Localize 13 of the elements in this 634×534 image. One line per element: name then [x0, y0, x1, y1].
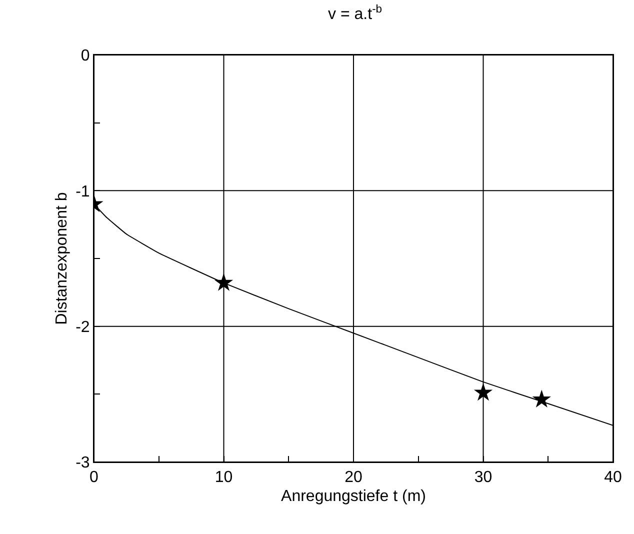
y-tick-label: -1: [76, 183, 90, 200]
y-tick-label: 0: [80, 48, 90, 65]
y-axis-title: Distanzexponent b: [53, 192, 70, 325]
point: [532, 390, 551, 408]
y-tick-label: -2: [76, 318, 90, 336]
x-tick-label: 20: [344, 469, 362, 486]
x-axis-title: Anregungstiefe t (m): [281, 488, 426, 505]
chart-title: v = a.t$^{-b}$: [328, 3, 382, 24]
x-tick-label: 30: [474, 469, 492, 486]
point: [474, 383, 493, 401]
y-tick-label: -3: [76, 454, 90, 472]
x-tick-label: 40: [604, 469, 622, 486]
x-tick-label: 10: [214, 469, 233, 486]
